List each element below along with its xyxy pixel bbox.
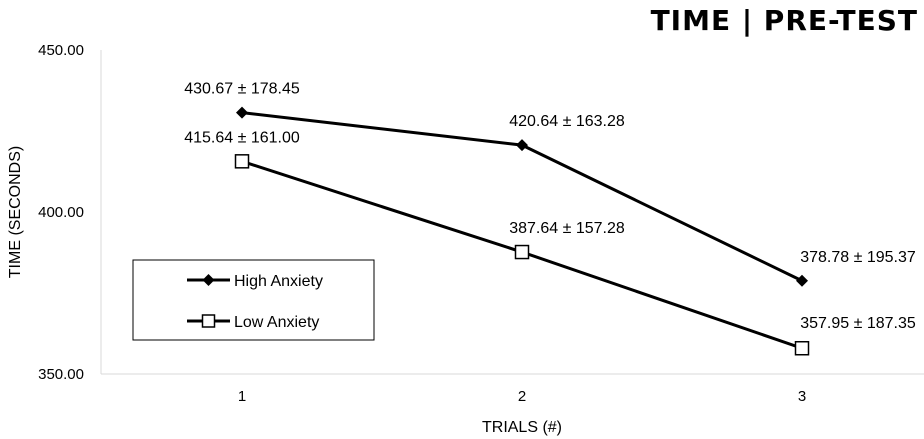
- series-layer: [234, 106, 810, 356]
- legend-item-low-anxiety: Low Anxiety: [187, 314, 319, 331]
- x-tick-label: 1: [238, 388, 246, 405]
- legend: High Anxiety Low Anxiety: [132, 259, 375, 341]
- data-point-high-anxiety: [516, 139, 528, 152]
- data-point-high-anxiety: [796, 274, 808, 287]
- data-label-low-anxiety: 415.64 ± 161.00: [184, 129, 300, 146]
- y-tick-label: 350.00: [38, 366, 84, 383]
- legend-label-high-anxiety: High Anxiety: [234, 273, 323, 290]
- data-label-low-anxiety: 357.95 ± 187.35: [800, 315, 916, 332]
- y-axis-title: TIME (SECONDS): [7, 146, 24, 278]
- data-label-high-anxiety: 378.78 ± 195.37: [800, 249, 916, 266]
- legend-marker-low-anxiety: [201, 314, 216, 328]
- chart-title: TIME | PRE-TEST: [651, 4, 918, 37]
- data-label-high-anxiety: 420.64 ± 163.28: [509, 113, 625, 130]
- x-tick-label: 2: [518, 388, 526, 405]
- legend-item-high-anxiety: High Anxiety: [187, 273, 323, 290]
- data-labels: 430.67 ± 178.45 420.64 ± 163.28 378.78 ± 1…: [184, 81, 916, 333]
- legend-label-low-anxiety: Low Anxiety: [234, 314, 319, 331]
- data-point-low-anxiety: [234, 154, 250, 169]
- x-tick-labels: 1 2 3: [238, 388, 806, 405]
- x-tick-label: 3: [798, 388, 806, 405]
- x-axis-title: TRIALS (#): [482, 419, 562, 436]
- data-point-high-anxiety: [236, 106, 248, 119]
- legend-box: [132, 259, 375, 341]
- legend-marker-high-anxiety: [202, 274, 215, 286]
- data-label-high-anxiety: 430.67 ± 178.45: [184, 81, 300, 98]
- data-point-low-anxiety: [514, 244, 530, 260]
- y-tick-labels: 450.00 400.00 350.00: [38, 42, 84, 383]
- data-label-low-anxiety: 387.64 ± 157.28: [509, 220, 625, 237]
- data-point-low-anxiety: [794, 340, 810, 356]
- y-tick-label: 400.00: [38, 204, 84, 221]
- y-tick-label: 450.00: [38, 42, 84, 59]
